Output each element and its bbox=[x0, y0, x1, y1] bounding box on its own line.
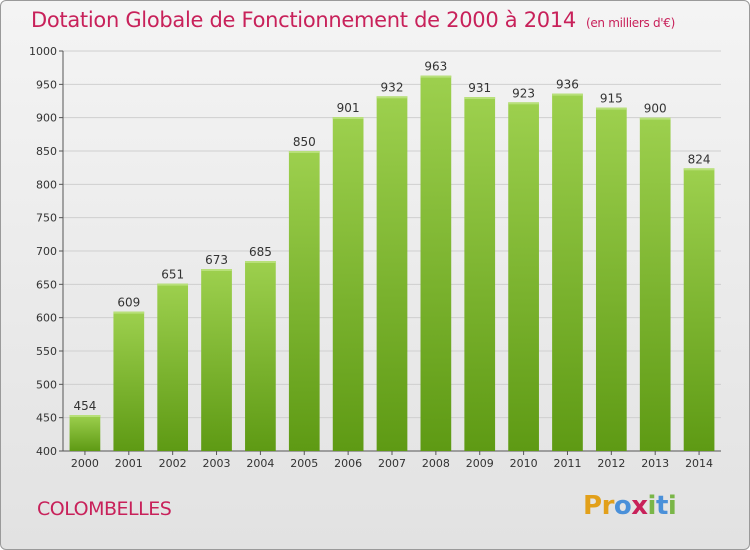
logo-letter: t bbox=[655, 491, 668, 521]
bar-2011 bbox=[552, 93, 583, 452]
x-tick-label: 2005 bbox=[290, 457, 318, 470]
data-label: 824 bbox=[688, 152, 711, 166]
bar-2006 bbox=[332, 117, 364, 451]
bar-top-highlight bbox=[288, 151, 320, 153]
data-label: 900 bbox=[644, 102, 667, 116]
bar-top-highlight bbox=[201, 269, 232, 271]
y-tick-labels: 400 450 500 550 600 650 700 750 800 850 900 950 1000 bbox=[29, 45, 57, 458]
logo-letter: r bbox=[601, 491, 615, 521]
bar-top-highlight bbox=[552, 93, 583, 96]
chart-title: Dotation Globale de Fonctionnement de 20… bbox=[31, 8, 675, 32]
data-label: 923 bbox=[512, 86, 535, 100]
data-label: 963 bbox=[424, 60, 447, 74]
data-label: 850 bbox=[293, 135, 316, 149]
y-tick-label: 850 bbox=[36, 145, 57, 158]
bar-2000 bbox=[69, 415, 101, 451]
y-tick-label: 650 bbox=[36, 278, 57, 291]
x-tick-label: 2003 bbox=[203, 457, 231, 470]
bar-top-highlight bbox=[420, 75, 452, 78]
x-tick-label: 2001 bbox=[115, 457, 143, 470]
x-tick-label: 2010 bbox=[510, 457, 538, 470]
y-tick-label: 500 bbox=[36, 378, 57, 391]
bar-2004 bbox=[245, 261, 276, 451]
y-tick-label: 450 bbox=[36, 412, 57, 425]
y-tick-label: 950 bbox=[36, 78, 57, 91]
bar-top-highlight bbox=[245, 261, 276, 263]
x-tick-label: 2006 bbox=[334, 457, 362, 470]
logo-letter: P bbox=[583, 491, 602, 521]
bar-2007 bbox=[376, 96, 408, 451]
data-label: 901 bbox=[337, 101, 360, 115]
data-label: 931 bbox=[468, 81, 491, 95]
commune-name: COLOMBELLES bbox=[37, 498, 172, 520]
data-label: 685 bbox=[249, 245, 272, 259]
logo-letter: x bbox=[631, 491, 648, 521]
bar-2008 bbox=[420, 75, 452, 452]
bar-2012 bbox=[595, 107, 627, 452]
x-tick-label: 2009 bbox=[466, 457, 494, 470]
data-label: 454 bbox=[73, 399, 96, 413]
y-tick-label: 750 bbox=[36, 212, 57, 225]
bar-2001 bbox=[113, 311, 145, 451]
x-tick-label: 2002 bbox=[159, 457, 187, 470]
y-tick-label: 600 bbox=[36, 312, 57, 325]
bar-2014 bbox=[683, 168, 715, 452]
x-tick-label: 2014 bbox=[685, 457, 713, 470]
data-label: 609 bbox=[117, 296, 140, 310]
x-tick-labels: 2000 2001 2002 2003 2004 2005 2006 2007 2008 2009… bbox=[71, 451, 713, 470]
y-tick-label: 1000 bbox=[29, 45, 57, 58]
data-label: 651 bbox=[161, 268, 184, 282]
data-label: 915 bbox=[600, 92, 623, 106]
x-tick-label: 2000 bbox=[71, 457, 99, 470]
bar-top-highlight bbox=[508, 102, 539, 105]
bar-top-highlight bbox=[376, 96, 408, 99]
data-label: 936 bbox=[556, 78, 579, 92]
data-label: 932 bbox=[381, 80, 404, 94]
bar-2010 bbox=[508, 102, 539, 451]
bar-2003 bbox=[201, 269, 232, 451]
chart-title-text: Dotation Globale de Fonctionnement de 20… bbox=[31, 8, 576, 32]
bars bbox=[69, 75, 715, 452]
bar-top-highlight bbox=[113, 311, 145, 314]
bar-2005 bbox=[288, 151, 320, 451]
x-tick-label: 2013 bbox=[641, 457, 669, 470]
logo-letter: i bbox=[667, 491, 677, 521]
bar-top-highlight bbox=[69, 415, 101, 417]
bar-2002 bbox=[157, 283, 189, 451]
bar-top-highlight bbox=[464, 97, 496, 99]
bar-2009 bbox=[464, 97, 496, 451]
x-tick-label: 2007 bbox=[378, 457, 406, 470]
bar-top-highlight bbox=[157, 283, 189, 286]
y-tick-label: 900 bbox=[36, 112, 57, 125]
y-tick-label: 700 bbox=[36, 245, 57, 258]
x-tick-label: 2008 bbox=[422, 457, 450, 470]
x-tick-label: 2011 bbox=[553, 457, 581, 470]
bar-top-highlight bbox=[683, 168, 715, 171]
proxiti-logo: Proxiti bbox=[583, 491, 677, 521]
y-tick-label: 800 bbox=[36, 178, 57, 191]
data-label: 673 bbox=[205, 253, 228, 267]
chart-subtitle: (en milliers d'€) bbox=[585, 16, 675, 30]
y-tick-label: 550 bbox=[36, 345, 57, 358]
bar-top-highlight bbox=[639, 117, 671, 120]
data-labels: 454 609 651 673 685 850 901 932 963 931 923 936 915 9… bbox=[73, 60, 710, 413]
bar-top-highlight bbox=[595, 107, 627, 110]
logo-letter: o bbox=[613, 491, 632, 521]
logo-letter: i bbox=[647, 491, 657, 521]
bar-2013 bbox=[639, 117, 671, 452]
x-tick-label: 2012 bbox=[597, 457, 625, 470]
y-tick-label: 400 bbox=[36, 445, 57, 458]
x-tick-label: 2004 bbox=[246, 457, 274, 470]
bar-top-highlight bbox=[332, 117, 364, 119]
